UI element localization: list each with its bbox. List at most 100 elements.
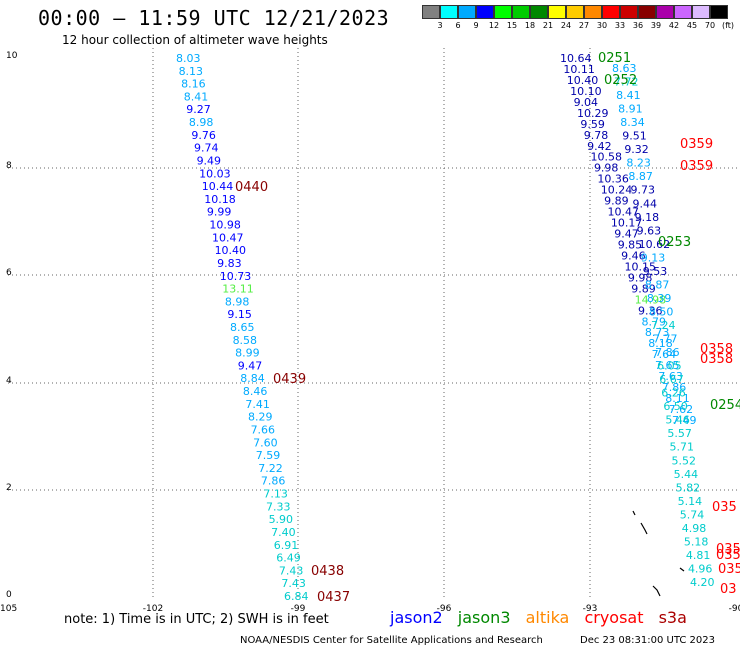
wave-height-label: 9.32 bbox=[624, 143, 649, 156]
legend-label: 36 bbox=[632, 21, 644, 30]
page-title: 00:00 — 11:59 UTC 12/21/2023 bbox=[38, 6, 390, 30]
wave-height-label: 5.44 bbox=[674, 468, 699, 481]
wave-height-label: 8.63 bbox=[612, 62, 637, 75]
wave-height-label: 8.46 bbox=[243, 385, 268, 398]
wave-height-label: 10.47 bbox=[212, 231, 244, 244]
wave-height-label: 7.86 bbox=[261, 475, 286, 488]
wave-height-label: 8.73 bbox=[645, 326, 670, 339]
wave-height-label: 8.87 bbox=[645, 278, 670, 291]
wave-height-label: 7.43 bbox=[281, 577, 306, 590]
legend-label: 3 bbox=[437, 21, 443, 30]
wave-height-label: 9.47 bbox=[238, 359, 263, 372]
sat-jason3: jason3 bbox=[457, 608, 511, 627]
wave-height-label: 14.98 bbox=[635, 293, 667, 306]
wave-height-label: 8.03 bbox=[176, 52, 201, 65]
time-tag: 0251 bbox=[598, 51, 631, 66]
wave-height-label: 8.84 bbox=[240, 372, 264, 385]
wave-height-label: 5.74 bbox=[680, 508, 705, 521]
wave-height-label: 5.52 bbox=[672, 454, 697, 467]
wave-height-label: 4.96 bbox=[688, 562, 713, 575]
legend-label: 42 bbox=[668, 21, 680, 30]
wave-height-label: 9.73 bbox=[630, 184, 655, 197]
wave-height-label: 9.99 bbox=[207, 206, 232, 219]
wave-height-label: 7.40 bbox=[271, 526, 296, 539]
legend-swatch bbox=[548, 5, 566, 19]
page-subtitle: 12 hour collection of altimeter wave hei… bbox=[62, 33, 328, 47]
wave-height-label: 7.43 bbox=[279, 564, 304, 577]
time-tag: 03 bbox=[720, 582, 737, 597]
x-tick-label: -102 bbox=[143, 604, 163, 614]
sat-s3a: s3a bbox=[658, 608, 687, 627]
wave-height-label: 10.47 bbox=[608, 206, 640, 219]
wave-height-label: 9.13 bbox=[641, 251, 666, 264]
wave-height-label: 9.53 bbox=[643, 265, 668, 278]
legend-swatch bbox=[566, 5, 584, 19]
wave-height-label: 8.29 bbox=[248, 411, 273, 424]
wave-height-label: 9.46 bbox=[621, 249, 646, 262]
wave-height-label: 8.98 bbox=[225, 295, 250, 308]
wave-height-label: 8.58 bbox=[233, 334, 257, 347]
wave-height-label: 9.63 bbox=[637, 224, 662, 237]
wave-height-label: 9.18 bbox=[635, 211, 660, 224]
footnote: note: 1) Time is in UTC; 2) SWH is in fe… bbox=[64, 612, 329, 627]
wave-height-label: 10.15 bbox=[624, 260, 656, 273]
wave-height-label: 10.58 bbox=[591, 151, 623, 164]
legend-label: 18 bbox=[524, 21, 536, 30]
wave-height-label: 8.13 bbox=[179, 65, 204, 78]
wave-height-label: 7.63 bbox=[658, 370, 683, 383]
legend-label: 21 bbox=[542, 21, 554, 30]
legend-swatch bbox=[674, 5, 692, 19]
wave-height-label: 9.83 bbox=[217, 257, 242, 270]
x-tick-label: -90 bbox=[729, 604, 740, 614]
wave-height-label: 7.64 bbox=[652, 348, 677, 361]
legend-swatch bbox=[710, 5, 728, 19]
wave-height-label: 8.87 bbox=[628, 170, 653, 183]
wave-height-label: 7.86 bbox=[655, 346, 680, 359]
time-tag: 035 bbox=[716, 548, 740, 563]
legend-swatch bbox=[422, 5, 440, 19]
time-tag: 0359 bbox=[680, 159, 713, 174]
wave-height-label: 6.84 bbox=[284, 590, 309, 603]
wave-height-label: 8.98 bbox=[189, 116, 214, 129]
legend-swatch bbox=[638, 5, 656, 19]
wave-height-label: 10.73 bbox=[220, 270, 252, 283]
time-tag: 0359 bbox=[680, 137, 713, 152]
wave-height-label: 7.62 bbox=[669, 403, 694, 416]
time-tag: 0358 bbox=[700, 342, 733, 357]
wave-height-label: 8.34 bbox=[620, 116, 645, 129]
legend-swatch bbox=[692, 5, 710, 19]
legend-swatch bbox=[476, 5, 494, 19]
time-tag: 0253 bbox=[658, 235, 691, 250]
wave-height-label: 7.66 bbox=[251, 423, 275, 436]
legend-label: 39 bbox=[650, 21, 662, 30]
wave-height-label: 9.98 bbox=[628, 271, 653, 284]
sat-cryosat: cryosat bbox=[584, 608, 644, 627]
wave-height-label: 6.91 bbox=[274, 539, 299, 552]
legend-swatch bbox=[458, 5, 476, 19]
wave-height-label: 9.47 bbox=[614, 228, 639, 241]
wave-height-label: 9.89 bbox=[631, 282, 656, 295]
wave-height-label: 5.71 bbox=[669, 441, 694, 454]
wave-height-label: 10.40 bbox=[215, 244, 247, 257]
wave-height-label: 9.51 bbox=[622, 130, 647, 143]
legend-label: 45 bbox=[686, 21, 698, 30]
wave-height-label: 7.13 bbox=[263, 488, 288, 501]
wave-height-label: 8.65 bbox=[230, 321, 255, 334]
sat-jason2: jason2 bbox=[390, 608, 443, 627]
wave-height-label: 9.74 bbox=[194, 142, 219, 155]
wave-height-label: 10.11 bbox=[563, 63, 595, 76]
wave-height-label: 8.91 bbox=[618, 103, 643, 116]
color-legend: 3 6 9 12 15 18 21 24 27 30 33 36 39 42 45 70 (ft) bbox=[422, 5, 734, 31]
legend-labels: 3 6 9 12 15 18 21 24 27 30 33 36 39 42 45 70 (ft) bbox=[422, 19, 734, 31]
wave-height-label: 10.62 bbox=[639, 238, 671, 251]
wave-height-label: 10.03 bbox=[199, 167, 231, 180]
wave-height-label: 9.76 bbox=[191, 129, 216, 142]
wave-height-label: 9.15 bbox=[227, 308, 252, 321]
wave-height-label: 6.50 bbox=[663, 400, 688, 413]
timestamp: Dec 23 08:31:00 UTC 2023 bbox=[580, 635, 715, 646]
wave-height-label: 10.44 bbox=[202, 180, 234, 193]
wave-height-label: 5.82 bbox=[676, 481, 701, 494]
y-tick-label: 4 bbox=[6, 376, 12, 386]
legend-label: 15 bbox=[506, 21, 518, 30]
